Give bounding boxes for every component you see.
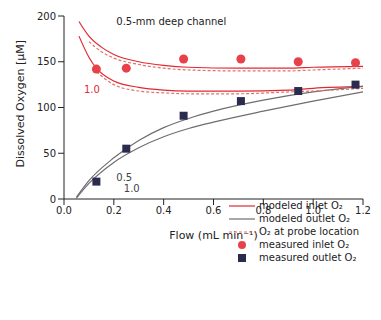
svg-text:0.6: 0.6 <box>206 205 222 216</box>
svg-text:0.8: 0.8 <box>255 205 271 216</box>
svg-text:0.2: 0.2 <box>106 205 122 216</box>
svg-text:150: 150 <box>37 56 56 67</box>
svg-text:0.0: 0.0 <box>56 205 72 216</box>
svg-text:100: 100 <box>37 102 56 113</box>
svg-text:0.5: 0.5 <box>116 172 132 183</box>
svg-text:0.5-mm deep channel: 0.5-mm deep channel <box>116 16 226 27</box>
svg-text:Dissolved Oxygen [μM]: Dissolved Oxygen [μM] <box>14 40 27 168</box>
svg-text:1.0: 1.0 <box>305 205 321 216</box>
svg-text:0: 0 <box>50 194 56 205</box>
svg-text:0.4: 0.4 <box>156 205 172 216</box>
svg-text:1.0: 1.0 <box>84 84 100 95</box>
svg-text:1.2: 1.2 <box>355 205 371 216</box>
svg-text:200: 200 <box>37 11 56 22</box>
svg-text:Flow (mL min⁻¹): Flow (mL min⁻¹) <box>169 229 258 242</box>
svg-text:1.0: 1.0 <box>124 183 140 194</box>
svg-text:50: 50 <box>43 148 56 159</box>
